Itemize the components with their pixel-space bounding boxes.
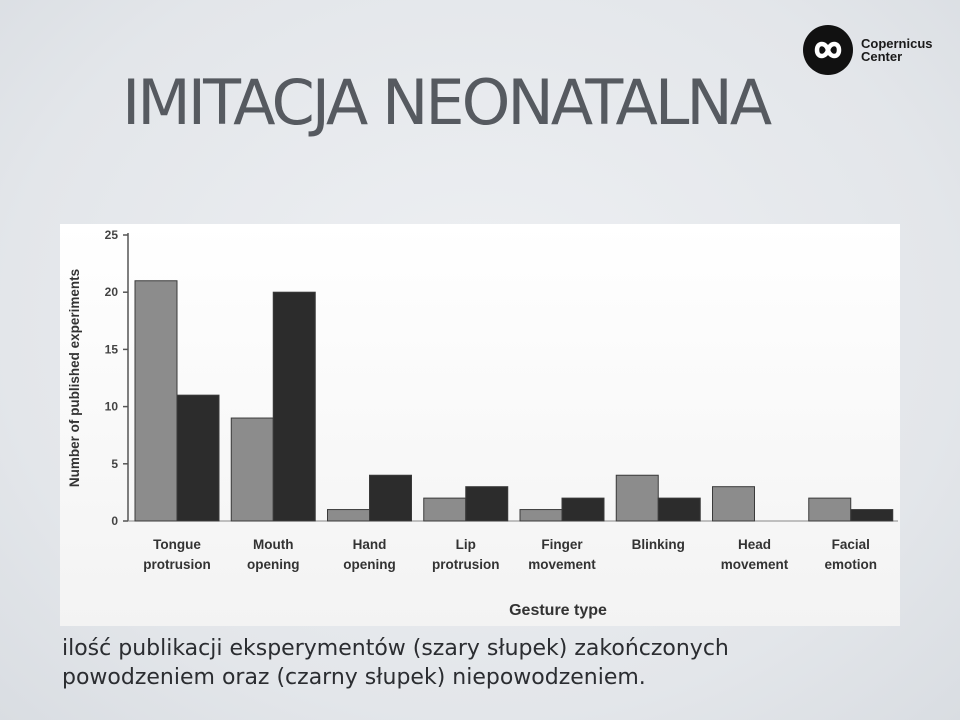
category-label: Blinking [632, 537, 685, 552]
failure-bar [272, 291, 316, 522]
category-label: emotion [825, 557, 878, 572]
category-label: opening [247, 557, 300, 572]
success-bar [808, 497, 852, 522]
failure-bar [369, 474, 412, 522]
failure-bar [561, 497, 605, 522]
category-label: Tongue [153, 537, 201, 552]
category-label: Hand [353, 537, 387, 552]
bar-chart-panel: 0 5 10 15 20 25 Number of published experiment… [60, 224, 900, 626]
y-tick-label: 15 [105, 342, 119, 356]
category-label: movement [528, 557, 596, 572]
success-bar [134, 280, 178, 522]
category-label: Head [738, 537, 771, 552]
caption-line-1: ilość publikacji eksperymentów (szary sł… [62, 636, 729, 661]
failure-bar [850, 509, 894, 522]
copernicus-center-logo: Copernicus Center [803, 25, 943, 77]
bar-chart: 0 5 10 15 20 25 Number of published experiment… [67, 228, 898, 619]
copernicus-infinity-icon [803, 25, 853, 75]
logo-wordmark: Copernicus Center [861, 37, 933, 63]
category-label: Facial [832, 537, 870, 552]
caption-line-2: powodzeniem oraz (czarny słupek) niepowo… [62, 665, 646, 690]
failure-bar [465, 486, 509, 522]
success-bar [519, 509, 563, 522]
category-label: Finger [541, 537, 583, 552]
y-tick-label: 5 [111, 457, 118, 471]
y-tick-label: 20 [105, 285, 119, 299]
logo-line-1: Copernicus [861, 36, 933, 51]
success-bar [712, 486, 755, 522]
category-label: protrusion [432, 557, 500, 572]
category-label: Lip [456, 537, 476, 552]
logo-line-2: Center [861, 49, 903, 64]
slide-title: IMITACJA NEONATALNA [122, 66, 772, 139]
y-tick-label: 10 [105, 400, 119, 414]
success-bar [423, 497, 467, 522]
x-axis-title: Gesture type [509, 602, 607, 619]
y-tick-label: 0 [111, 514, 118, 528]
success-bar [230, 417, 274, 522]
category-label: protrusion [143, 557, 211, 572]
y-axis-title: Number of published experiments [67, 269, 82, 487]
failure-bar [657, 497, 701, 522]
slide-caption: ilość publikacji eksperymentów (szary sł… [62, 634, 942, 692]
success-bar [615, 474, 659, 522]
y-tick-label: 25 [105, 228, 119, 242]
success-bar [327, 509, 370, 522]
failure-bar [176, 394, 220, 522]
category-label: movement [721, 557, 789, 572]
category-label: Mouth [253, 537, 293, 552]
category-label: opening [343, 557, 396, 572]
